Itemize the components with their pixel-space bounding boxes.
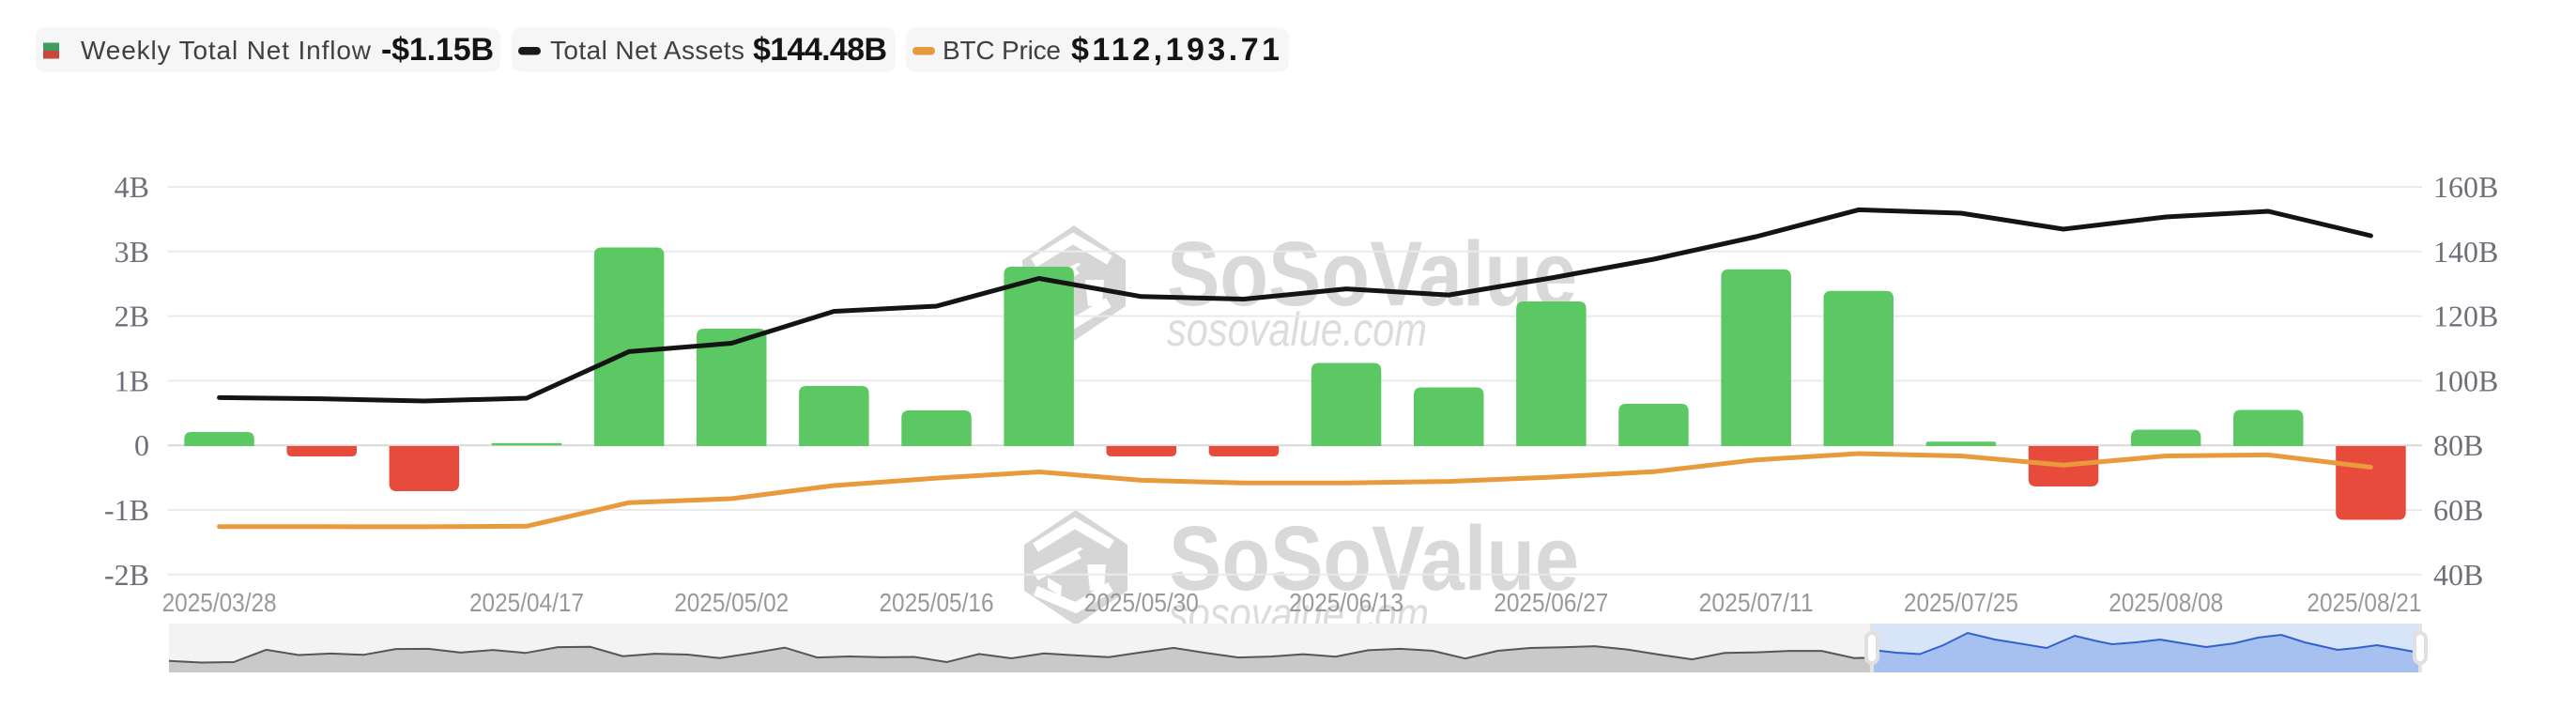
svg-text:2025/07/25: 2025/07/25 <box>1904 588 2018 617</box>
svg-text:Total Net Assets: Total Net Assets <box>550 36 744 65</box>
svg-text:40B: 40B <box>2433 558 2483 592</box>
svg-text:-2B: -2B <box>104 558 149 592</box>
svg-text:2025/03/28: 2025/03/28 <box>162 588 277 617</box>
svg-text:100B: 100B <box>2433 363 2498 397</box>
svg-text:-1B: -1B <box>104 493 149 527</box>
svg-text:2025/08/21: 2025/08/21 <box>2307 588 2421 617</box>
svg-text:60B: 60B <box>2433 493 2483 527</box>
svg-text:140B: 140B <box>2433 235 2498 269</box>
svg-text:2025/05/30: 2025/05/30 <box>1084 588 1199 617</box>
svg-text:2025/06/13: 2025/06/13 <box>1289 588 1403 617</box>
svg-text:2025/08/08: 2025/08/08 <box>2108 588 2223 617</box>
svg-text:-$1.15B: -$1.15B <box>381 32 494 68</box>
svg-text:Weekly Total Net Inflow: Weekly Total Net Inflow <box>81 36 372 65</box>
svg-text:2025/05/02: 2025/05/02 <box>674 588 789 617</box>
svg-text:0: 0 <box>134 428 149 462</box>
svg-text:2025/05/16: 2025/05/16 <box>880 588 994 617</box>
svg-text:$144.48B: $144.48B <box>753 32 887 68</box>
svg-text:$112,193.71: $112,193.71 <box>1071 32 1280 68</box>
svg-text:80B: 80B <box>2433 428 2483 462</box>
svg-text:2025/07/11: 2025/07/11 <box>1699 588 1814 617</box>
svg-text:1B: 1B <box>115 363 149 397</box>
svg-text:BTC Price: BTC Price <box>943 36 1061 65</box>
svg-text:sosovalue.com: sosovalue.com <box>1167 303 1427 356</box>
svg-text:SoSoValue: SoSoValue <box>1167 223 1577 325</box>
svg-text:160B: 160B <box>2433 170 2498 204</box>
svg-text:120B: 120B <box>2433 300 2498 333</box>
svg-text:3B: 3B <box>115 235 149 269</box>
svg-text:2025/06/27: 2025/06/27 <box>1494 588 1608 617</box>
svg-text:SoSoValue: SoSoValue <box>1169 507 1579 609</box>
svg-text:2025/04/17: 2025/04/17 <box>469 588 584 617</box>
svg-text:4B: 4B <box>115 170 149 204</box>
svg-text:2B: 2B <box>115 300 149 333</box>
